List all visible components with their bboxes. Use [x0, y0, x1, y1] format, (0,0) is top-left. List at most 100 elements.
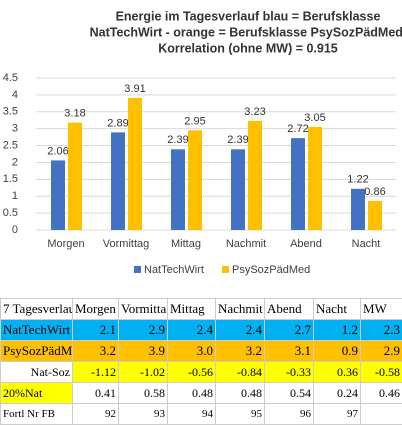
data-label: 2.95: [184, 115, 205, 127]
table-cell: Abend: [264, 298, 314, 320]
x-tick-label: Vormittag: [103, 238, 149, 250]
table-cell: -0.58: [360, 361, 402, 383]
y-tick-label: 3: [12, 123, 18, 135]
bar: [68, 122, 82, 230]
table-cell: 3.2: [215, 340, 265, 362]
table-row: NatTechWirt 2.1 2.9 2.4 2.4 2.7 1.2 2.3: [0, 319, 402, 341]
table-cell: 3.2: [72, 340, 119, 362]
table-cell: 0.48: [215, 382, 265, 404]
table-cell: 95: [215, 403, 265, 425]
x-tick-label: Morgen: [47, 238, 84, 250]
chart-title: Korrelation (ohne MW) = 0.915: [158, 41, 338, 55]
table-cell: 0.24: [313, 382, 361, 404]
table-row: Nat-Soz -1.12 -1.02 -0.56 -0.84 -0.33 0.36 -0.5…: [0, 361, 402, 383]
x-tick-label: Nachmit: [226, 238, 266, 250]
y-tick-label: 2: [12, 156, 18, 168]
table-cell: 0.41: [72, 382, 119, 404]
data-label: 2.06: [47, 145, 68, 157]
table-cell: 0.58: [118, 382, 168, 404]
table-cell: 2.7: [264, 319, 314, 341]
bar: [188, 130, 202, 230]
table-cell: Fortl Nr FB: [0, 403, 73, 425]
table-cell: 0.46: [360, 382, 402, 404]
data-label: 3.05: [304, 112, 325, 124]
table-row: 7 Tagesverlau Morgen Vormitta Mittag Nachmit…: [0, 298, 402, 320]
table-cell: 2.9: [118, 319, 168, 341]
table-row: Fortl Nr FB 92 93 94 95 96 97: [0, 403, 402, 425]
table-row: PsySozPädMed3.23.93.03.23.10.92.9: [0, 340, 402, 362]
table-cell: 92: [72, 403, 119, 425]
table-body: 7 Tagesverlau Morgen Vormitta Mittag Nachmit…: [0, 298, 402, 425]
table-cell: 2.1: [72, 319, 119, 341]
table-cell: Vormitta: [118, 298, 168, 320]
bar: [248, 120, 262, 230]
bar: [368, 200, 382, 230]
table-row: 20%Nat 0.41 0.58 0.48 0.48 0.54 0.24 0.46: [0, 382, 402, 404]
table-cell: PsySozPädMed: [0, 340, 73, 362]
table-cell: [360, 403, 402, 425]
table-cell: -1.12: [72, 361, 119, 383]
table-cell: -1.02: [118, 361, 168, 383]
bar: [111, 132, 125, 230]
legend-swatch: [134, 266, 141, 273]
data-label: 1.22: [347, 174, 368, 186]
table-cell: -0.56: [167, 361, 216, 383]
y-tick-label: 1.5: [3, 173, 18, 185]
data-label: 0.86: [364, 186, 385, 198]
table-cell: 2.3: [360, 319, 402, 341]
legend-label: NatTechWirt: [144, 264, 204, 276]
table-cell: 20%Nat: [0, 382, 73, 404]
data-label: 3.91: [124, 83, 145, 95]
table-cell: Mittag: [167, 298, 216, 320]
bar: [308, 126, 322, 230]
y-tick-label: 2.5: [3, 139, 18, 151]
data-table: 7 Tagesverlau Morgen Vormitta Mittag Nachmit…: [0, 298, 402, 425]
table-cell: 0.54: [264, 382, 314, 404]
y-tick-label: 0: [12, 224, 18, 236]
table-cell: 97: [313, 403, 361, 425]
table-cell: 7 Tagesverlau: [0, 298, 73, 320]
table-cell: Nat-Soz: [0, 361, 73, 383]
table-cell: 93: [118, 403, 168, 425]
table-cell: Nachmit: [215, 298, 265, 320]
table-cell: 0.9: [313, 340, 361, 362]
chart-title: NatTechWirt - orange = Berufsklasse PsyS…: [90, 25, 402, 39]
data-label: 2.89: [107, 117, 128, 129]
table-cell: -0.33: [264, 361, 314, 383]
data-label: 2.39: [167, 134, 188, 146]
table-cell: 0.48: [167, 382, 216, 404]
table-cell: 1.2: [313, 319, 361, 341]
table-cell: 3.1: [264, 340, 314, 362]
x-tick-label: Mittag: [171, 238, 201, 250]
bar: [351, 188, 365, 230]
table-cell: 2.4: [167, 319, 216, 341]
x-tick-label: Nacht: [352, 238, 381, 250]
table-cell: 0.36: [313, 361, 361, 383]
table-cell: Nacht: [313, 298, 361, 320]
table-cell: NatTechWirt: [0, 319, 73, 341]
bar: [51, 160, 65, 230]
data-label: 3.18: [64, 107, 85, 119]
chart: Energie im Tagesverlauf blau = Berufskla…: [3, 9, 402, 276]
data-label: 2.72: [287, 123, 308, 135]
y-tick-label: 1: [12, 190, 18, 202]
table-cell: -0.84: [215, 361, 265, 383]
data-label: 2.39: [227, 134, 248, 146]
table-cell: 94: [167, 403, 216, 425]
x-tick-label: Abend: [290, 238, 322, 250]
table-cell: 3.9: [118, 340, 168, 362]
table-cell: 3.0: [167, 340, 216, 362]
y-tick-label: 4.5: [3, 72, 18, 84]
table-cell: MW: [360, 298, 402, 320]
y-tick-label: 3.5: [3, 106, 18, 118]
bar: [291, 138, 305, 230]
bar: [231, 149, 245, 230]
data-label: 3.23: [244, 106, 265, 118]
table-cell: 2.4: [215, 319, 265, 341]
bar: [128, 97, 142, 230]
legend-label: PsySozPädMed: [232, 264, 310, 276]
y-tick-label: 4: [12, 89, 18, 101]
table-cell: 2.9: [360, 340, 402, 362]
bar: [171, 149, 185, 230]
